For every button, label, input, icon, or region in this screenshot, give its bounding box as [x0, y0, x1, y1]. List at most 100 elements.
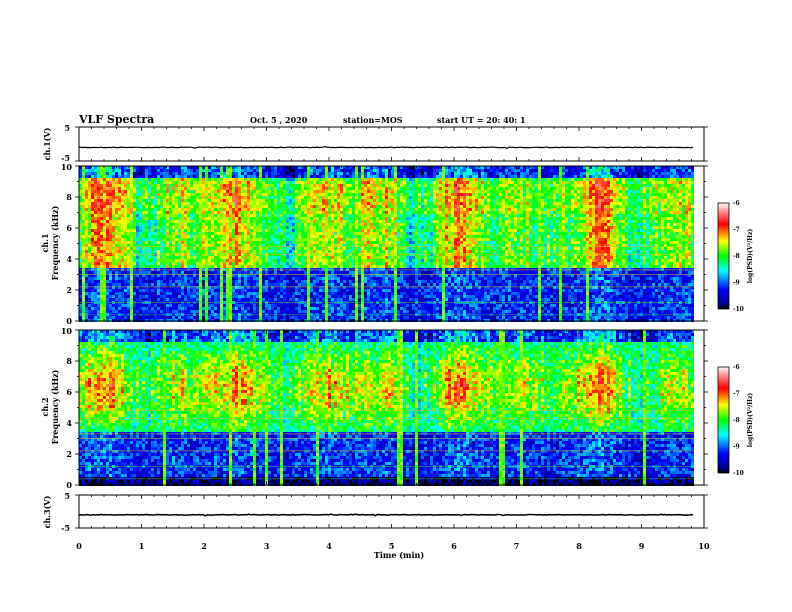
- spectrogram-cell: [169, 277, 172, 280]
- spectrogram-cell: [214, 232, 217, 235]
- spectrogram-cell: [283, 298, 286, 301]
- spectrogram-cell: [322, 172, 325, 175]
- spectrogram-cell: [205, 292, 208, 295]
- spectrogram-cell: [172, 262, 175, 265]
- spectrogram-cell: [139, 232, 142, 235]
- spectrogram-cell: [142, 265, 145, 268]
- spectrogram-cell: [118, 244, 121, 247]
- spectrogram-cell: [157, 232, 160, 235]
- spectrogram-cell: [139, 283, 142, 286]
- spectrogram-cell: [163, 193, 166, 196]
- spectrogram-cell: [346, 292, 349, 295]
- spectrogram-cell: [310, 211, 313, 214]
- spectrogram-cell: [211, 214, 214, 217]
- spectrogram-cell: [151, 199, 154, 202]
- spectrogram-cell: [241, 265, 244, 268]
- spectrogram-cell: [274, 202, 277, 205]
- spectrogram-cell: [337, 202, 340, 205]
- spectrogram-cell: [226, 175, 229, 178]
- spectrogram-cell: [295, 232, 298, 235]
- spectrogram-cell: [79, 304, 82, 307]
- spectrogram-cell: [253, 175, 256, 178]
- spectrogram-cell: [100, 307, 103, 310]
- spectrogram-cell: [343, 307, 346, 310]
- spectrogram-cell: [130, 280, 133, 283]
- spectrogram-cell: [121, 262, 124, 265]
- spectrogram-cell: [283, 181, 286, 184]
- spectrogram-cell: [247, 196, 250, 199]
- spectrogram-cell: [292, 232, 295, 235]
- spectrogram-cell: [169, 247, 172, 250]
- spectrogram-cell: [79, 265, 82, 268]
- spectrogram-cell: [163, 181, 166, 184]
- spectrogram-cell: [127, 181, 130, 184]
- spectrogram-cell: [187, 211, 190, 214]
- spectrogram-cell: [253, 238, 256, 241]
- spectrogram-cell: [103, 172, 106, 175]
- spectrogram-cell: [262, 316, 265, 319]
- spectrogram-cell: [346, 205, 349, 208]
- spectrogram-cell: [118, 304, 121, 307]
- spectrogram-cell: [286, 238, 289, 241]
- spectrogram-cell: [349, 298, 352, 301]
- spectrogram-cell: [232, 196, 235, 199]
- spectrogram-cell: [127, 232, 130, 235]
- spectrogram-cell: [325, 241, 328, 244]
- spectrogram-cell: [343, 286, 346, 289]
- spectrogram-cell: [274, 169, 277, 172]
- spectrogram-cell: [154, 190, 157, 193]
- spectrogram-cell: [82, 238, 85, 241]
- spectrogram-cell: [184, 187, 187, 190]
- spectrogram-cell: [208, 271, 211, 274]
- spectrogram-cell: [355, 280, 358, 283]
- spectrogram-cell: [106, 190, 109, 193]
- spectrogram-cell: [355, 241, 358, 244]
- spectrogram-cell: [163, 241, 166, 244]
- spectrogram-cell: [226, 196, 229, 199]
- spectrogram-cell: [199, 265, 202, 268]
- spectrogram-cell: [262, 241, 265, 244]
- spectrogram-cell: [91, 184, 94, 187]
- spectrogram-cell: [211, 235, 214, 238]
- spectrogram-cell: [178, 316, 181, 319]
- spectrogram-cell: [325, 316, 328, 319]
- spectrogram-cell: [286, 175, 289, 178]
- spectrogram-cell: [181, 226, 184, 229]
- spectrogram-cell: [247, 235, 250, 238]
- spectrogram-cell: [127, 310, 130, 313]
- spectrogram-cell: [253, 181, 256, 184]
- spectrogram-cell: [352, 175, 355, 178]
- spectrogram-cell: [145, 295, 148, 298]
- spectrogram-cell: [223, 184, 226, 187]
- spectrogram-cell: [322, 289, 325, 292]
- spectrogram-cell: [352, 208, 355, 211]
- spectrogram-cell: [115, 310, 118, 313]
- spectrogram-cell: [337, 244, 340, 247]
- spectrogram-cell: [169, 217, 172, 220]
- spectrogram-cell: [157, 220, 160, 223]
- spectrogram-cell: [328, 205, 331, 208]
- spectrogram-cell: [343, 172, 346, 175]
- spectrogram-cell: [142, 169, 145, 172]
- spectrogram-cell: [178, 229, 181, 232]
- spectrogram-cell: [82, 298, 85, 301]
- spectrogram-cell: [328, 298, 331, 301]
- spectrogram-cell: [247, 259, 250, 262]
- spectrogram-cell: [169, 199, 172, 202]
- spectrogram-cell: [181, 247, 184, 250]
- spectrogram-cell: [238, 187, 241, 190]
- spectrogram-cell: [328, 238, 331, 241]
- spectrogram-cell: [196, 178, 199, 181]
- spectrogram-cell: [181, 223, 184, 226]
- spectrogram-cell: [223, 238, 226, 241]
- spectrogram-cell: [124, 247, 127, 250]
- spectrogram-cell: [139, 217, 142, 220]
- spectrogram-cell: [127, 280, 130, 283]
- spectrogram-cell: [328, 184, 331, 187]
- spectrogram-cell: [175, 274, 178, 277]
- spectrogram-cell: [262, 292, 265, 295]
- spectrogram-cell: [256, 169, 259, 172]
- spectrogram-cell: [112, 184, 115, 187]
- spectrogram-cell: [139, 307, 142, 310]
- spectrogram-cell: [88, 310, 91, 313]
